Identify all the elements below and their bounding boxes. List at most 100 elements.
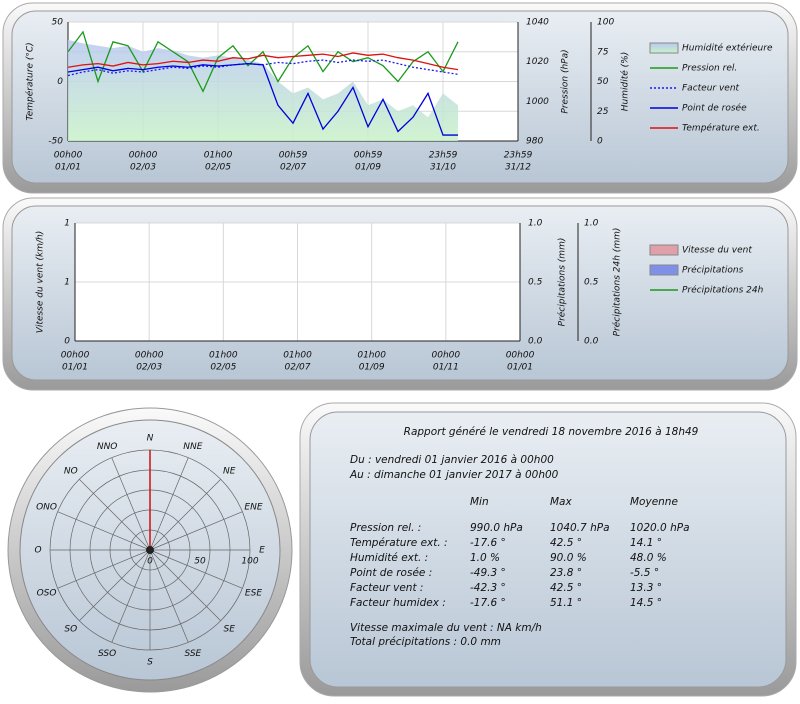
legend-label: Pression rel. bbox=[682, 64, 737, 74]
legend-swatch bbox=[649, 264, 679, 276]
report-value: 90.0 % bbox=[550, 552, 587, 564]
report-value: 1020.0 hPa bbox=[630, 522, 690, 534]
x-tick-label: 00h59 bbox=[279, 151, 308, 161]
r-tick-label: 0 bbox=[147, 557, 153, 567]
report-value: -42.3 ° bbox=[470, 582, 506, 594]
legend-label: Température ext. bbox=[682, 123, 760, 134]
legend-label: Précipitations bbox=[682, 265, 744, 276]
report-value: 13.3 ° bbox=[630, 582, 662, 594]
axis-title: Pression (hPa) bbox=[561, 49, 571, 113]
x-tick-label: 23h59 bbox=[429, 151, 458, 161]
axis-title: Température (°C) bbox=[25, 42, 36, 120]
direction-label: OSO bbox=[37, 588, 57, 598]
report-value: 1040.7 hPa bbox=[550, 522, 610, 534]
spoke bbox=[57, 549, 151, 589]
report-value: 23.8 ° bbox=[550, 567, 582, 579]
y-tick-label: 0 bbox=[57, 77, 63, 87]
direction-label: NE bbox=[223, 466, 236, 476]
legend-label: Point de rosée bbox=[682, 103, 747, 114]
report-value: -17.6 ° bbox=[470, 537, 506, 549]
x-tick-date: 01/09 bbox=[355, 163, 381, 173]
y2-tick-label: 0.0 bbox=[528, 337, 543, 347]
x-tick-label: 00h00 bbox=[135, 351, 164, 361]
legend-swatch bbox=[649, 244, 679, 256]
x-tick-label: 00h00 bbox=[129, 151, 158, 161]
y-tick-label: 50 bbox=[52, 18, 64, 28]
report-label: Facteur vent : bbox=[350, 582, 423, 594]
x-tick-date: 01/01 bbox=[507, 363, 533, 373]
x-tick-date: 31/10 bbox=[430, 163, 456, 173]
spoke bbox=[111, 457, 151, 551]
report-from: Du : vendredi 01 janvier 2016 à 00h00 bbox=[350, 454, 554, 466]
r-tick-label: 100 bbox=[241, 557, 258, 567]
x-tick-label: 00h00 bbox=[61, 351, 90, 361]
x-tick-label: 00h00 bbox=[432, 351, 461, 361]
y3-tick-label: 100 bbox=[597, 18, 614, 28]
x-tick-label: 00h00 bbox=[506, 351, 535, 361]
report-to: Au : dimanche 01 janvier 2017 à 00h00 bbox=[349, 469, 559, 481]
x-tick-date: 01/01 bbox=[55, 163, 81, 173]
direction-label: ESE bbox=[245, 588, 262, 598]
direction-label: NNE bbox=[183, 442, 202, 452]
report-label: Facteur humidex : bbox=[350, 597, 446, 609]
report-value: 14.1 ° bbox=[630, 537, 662, 549]
direction-label: ENE bbox=[244, 503, 262, 513]
spoke bbox=[111, 549, 151, 643]
line bbox=[67, 62, 458, 136]
column-header: Moyenne bbox=[630, 496, 678, 508]
direction-label: SE bbox=[223, 625, 235, 635]
report-label: Point de rosée : bbox=[350, 567, 432, 579]
report-value: 48.0 % bbox=[630, 552, 667, 564]
direction-label: SSO bbox=[98, 649, 116, 659]
x-tick-date: 02/03 bbox=[130, 163, 156, 173]
x-tick-label: 00h00 bbox=[54, 151, 83, 161]
report-value: 14.5 ° bbox=[630, 597, 662, 609]
spoke bbox=[149, 457, 189, 551]
y-tick-label: 0 bbox=[64, 337, 70, 347]
y3-tick-label: 1.0 bbox=[584, 219, 599, 229]
legend-label: Précipitations 24h bbox=[682, 285, 764, 296]
legend-swatch bbox=[649, 42, 679, 54]
axis-title: Vitesse du vent (km/h) bbox=[36, 231, 46, 333]
spoke bbox=[149, 479, 221, 551]
x-tick-date: 01/09 bbox=[359, 363, 385, 373]
line bbox=[67, 30, 459, 93]
report-value: 990.0 hPa bbox=[470, 522, 523, 534]
legend-label: Humidité extérieure bbox=[682, 43, 773, 54]
spoke bbox=[149, 549, 221, 621]
x-tick-label: 01h00 bbox=[357, 351, 386, 361]
direction-label: SSE bbox=[184, 649, 201, 659]
center bbox=[146, 546, 154, 554]
x-tick-label: 01h00 bbox=[204, 151, 233, 161]
y3-tick-label: 0.5 bbox=[584, 278, 599, 288]
report-value: 1.0 % bbox=[470, 552, 500, 564]
direction-label: SO bbox=[64, 625, 77, 635]
spoke bbox=[57, 511, 151, 551]
y3-tick-label: 50 bbox=[597, 77, 609, 87]
r-tick-label: 50 bbox=[194, 557, 206, 567]
x-tick-label: 01h00 bbox=[283, 351, 312, 361]
y2-tick-label: 1040 bbox=[526, 18, 549, 28]
report-title: Rapport généré le vendredi 18 novembre 2… bbox=[404, 426, 699, 438]
column-header: Max bbox=[550, 496, 572, 508]
axis-title: Précipitations (mm) bbox=[557, 238, 568, 327]
spoke bbox=[149, 511, 243, 551]
report-wind: Vitesse maximale du vent : NA km/h bbox=[350, 622, 542, 634]
x-tick-date: 01/11 bbox=[433, 363, 459, 373]
y-tick-label: 1 bbox=[64, 278, 70, 288]
legend-label: Facteur vent bbox=[682, 84, 740, 94]
direction-label: NNO bbox=[97, 442, 118, 452]
report: Rapport généré le vendredi 18 novembre 2… bbox=[349, 426, 699, 648]
axis-title: Humidité (%) bbox=[620, 52, 631, 111]
report-rain: Total précipitations : 0.0 mm bbox=[350, 636, 501, 648]
panel bbox=[309, 411, 787, 688]
x-tick-label: 01h00 bbox=[209, 351, 238, 361]
spoke bbox=[149, 549, 243, 589]
report-value: 42.5 ° bbox=[550, 582, 582, 594]
spoke bbox=[79, 549, 151, 621]
y2-tick-label: 1020 bbox=[526, 57, 549, 67]
y3-tick-label: 0.0 bbox=[584, 337, 599, 347]
report-value: -5.5 ° bbox=[630, 567, 659, 579]
report-label: Température ext. : bbox=[350, 537, 448, 549]
